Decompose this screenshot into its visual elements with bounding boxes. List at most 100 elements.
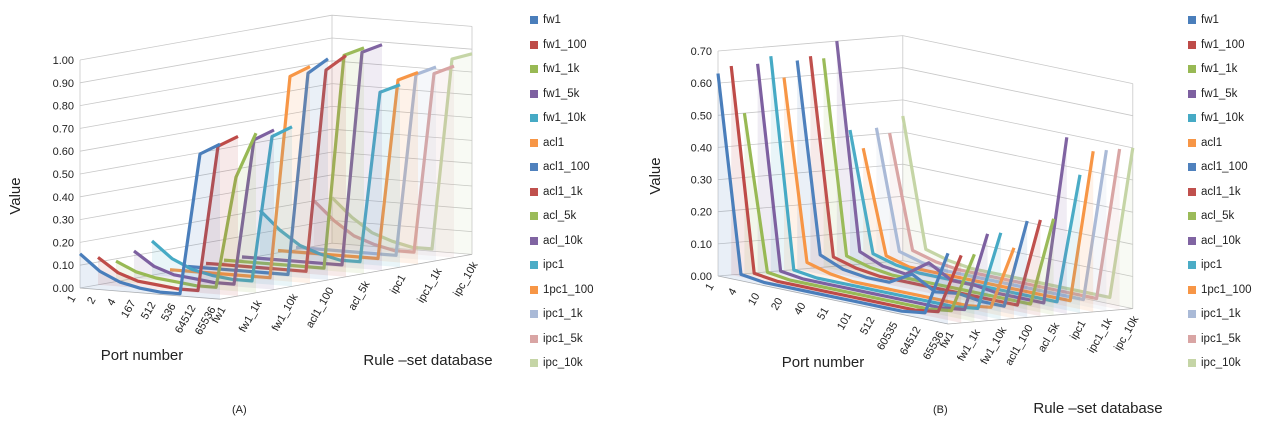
legend-item: ipc1_1k bbox=[530, 302, 622, 327]
legend-swatch bbox=[530, 40, 538, 49]
z-tick-label: 0.80 bbox=[53, 101, 74, 113]
legend-item: ipc1 bbox=[530, 253, 622, 278]
floor-edge bbox=[79, 254, 473, 300]
series-line bbox=[150, 125, 293, 283]
x-tick-label: 4 bbox=[105, 297, 118, 308]
legend-item: acl_5k bbox=[530, 204, 622, 229]
legend-swatch bbox=[1188, 310, 1196, 319]
floor-edge bbox=[717, 275, 1133, 325]
legend-item: ipc_10k bbox=[1188, 351, 1270, 376]
legend-swatch bbox=[530, 114, 538, 123]
legend-label: fw1_10k bbox=[1201, 112, 1244, 125]
legend-swatch bbox=[1188, 236, 1196, 245]
series-line bbox=[258, 83, 401, 264]
panel-label-b: (B) bbox=[933, 404, 948, 416]
legend-item: fw1 bbox=[1188, 8, 1270, 33]
legend-label: acl1_100 bbox=[543, 161, 590, 174]
legend-label: fw1_5k bbox=[1201, 87, 1238, 100]
legend-label: acl1_1k bbox=[1201, 185, 1241, 198]
z-tick-label: 0.30 bbox=[53, 215, 74, 227]
legend-swatch bbox=[530, 138, 538, 147]
x-tick-label: 1 bbox=[65, 294, 78, 305]
series-line bbox=[874, 127, 1108, 302]
series-line bbox=[782, 77, 1016, 309]
legend-item: ipc_10k bbox=[530, 351, 622, 376]
z-tick-label: 0.60 bbox=[53, 146, 74, 158]
legend-item: acl1 bbox=[1188, 131, 1270, 156]
x-tick-label: 101 bbox=[835, 310, 855, 332]
legend-swatch bbox=[1188, 16, 1196, 25]
x-tick-label: 20 bbox=[769, 296, 786, 313]
series-line bbox=[187, 57, 329, 277]
legend-label: acl1_1k bbox=[543, 185, 583, 198]
legend-item: fw1_1k bbox=[1188, 57, 1270, 82]
legend-swatch bbox=[1188, 187, 1196, 196]
legend-swatch bbox=[1188, 40, 1196, 49]
x-axis-title: Port number bbox=[782, 354, 865, 371]
legend-item: acl_5k bbox=[1188, 204, 1270, 229]
y-tick-label: acl_5k bbox=[1036, 320, 1063, 354]
series-line bbox=[295, 65, 437, 257]
y-tick-label: fw1_1k bbox=[237, 298, 265, 335]
legend-item: acl1_1k bbox=[1188, 180, 1270, 205]
chart-panel-a: 0.00 0.10 0.20 0.30 0.40 0.50 0.60 0.70 0.80 0.90… bbox=[0, 0, 630, 428]
z-axis-title: Value bbox=[647, 157, 664, 194]
legend-label: acl_10k bbox=[543, 234, 583, 247]
z-tick-label: 0.20 bbox=[691, 207, 712, 219]
legend-label: acl_10k bbox=[1201, 234, 1241, 247]
series-line bbox=[888, 132, 1122, 301]
legend-label: ipc1 bbox=[543, 259, 565, 272]
legend-label: acl1 bbox=[1201, 136, 1223, 149]
x-tick-label: 60535 bbox=[875, 320, 901, 352]
x-tick-label: 51 bbox=[815, 306, 832, 323]
series-line bbox=[223, 46, 365, 270]
legend-swatch bbox=[530, 359, 538, 368]
legend-swatch bbox=[1188, 285, 1196, 294]
legend-label: fw1_10k bbox=[543, 112, 586, 125]
series-line bbox=[241, 43, 383, 267]
chart-a-svg: 0.00 0.10 0.20 0.30 0.40 0.50 0.60 0.70 0.80 0.90… bbox=[7, 14, 493, 369]
z-tick-label: 1.00 bbox=[53, 55, 74, 67]
gridline bbox=[717, 35, 1133, 84]
legend-item: fw1_100 bbox=[1188, 33, 1270, 58]
legend-swatch bbox=[530, 212, 538, 221]
series-line bbox=[756, 63, 990, 312]
legend-item: fw1_100 bbox=[530, 33, 622, 58]
legend-label: ipc_10k bbox=[1201, 357, 1241, 370]
y-tick-label: acl_5k bbox=[346, 279, 373, 313]
legend-swatch bbox=[1188, 138, 1196, 147]
legend-label: fw1_100 bbox=[543, 38, 587, 51]
legend-label: acl_5k bbox=[543, 210, 577, 223]
z-tick-label: 0.00 bbox=[691, 271, 712, 283]
legend-swatch bbox=[530, 310, 538, 319]
z-tick-label: 0.70 bbox=[691, 46, 712, 58]
z-tick-label: 0.60 bbox=[691, 78, 712, 90]
legend-label: ipc1_1k bbox=[543, 308, 583, 321]
legend-item: acl1 bbox=[530, 131, 622, 156]
legend-swatch bbox=[530, 163, 538, 172]
legend-swatch bbox=[530, 334, 538, 343]
legend-item: 1pc1_100 bbox=[530, 278, 622, 303]
x-tick-label: 536 bbox=[159, 302, 179, 324]
z-tick-label: 0.40 bbox=[691, 142, 712, 154]
legend-item: acl1_100 bbox=[530, 155, 622, 180]
z-tick-label: 0.50 bbox=[53, 169, 74, 181]
legend-swatch bbox=[530, 187, 538, 196]
legend-item: fw1_10k bbox=[530, 106, 622, 131]
z-tick-label: 0.10 bbox=[691, 239, 712, 251]
x-axis-title: Port number bbox=[101, 347, 184, 364]
legend-label: ipc1_1k bbox=[1201, 308, 1241, 321]
legend-label: 1pc1_100 bbox=[1201, 283, 1252, 296]
series-line bbox=[822, 58, 1056, 306]
z-axis-title: Value bbox=[7, 177, 24, 214]
legend-label: fw1_5k bbox=[543, 87, 580, 100]
y-axis-title: Rule –set database bbox=[363, 352, 492, 369]
legend-label: ipc1 bbox=[1201, 259, 1223, 272]
legend-item: acl1_100 bbox=[1188, 155, 1270, 180]
chart-a-legend: fw1 fw1_100 fw1_1k fw1_5k fw1_10k acl1 acl1_10… bbox=[530, 8, 622, 376]
legend-swatch bbox=[1188, 359, 1196, 368]
y-tick-label: acl1_100 bbox=[304, 286, 337, 331]
x-tick-label: 10 bbox=[746, 291, 763, 308]
legend-item: ipc1 bbox=[1188, 253, 1270, 278]
z-tick-label: 0.30 bbox=[691, 175, 712, 187]
